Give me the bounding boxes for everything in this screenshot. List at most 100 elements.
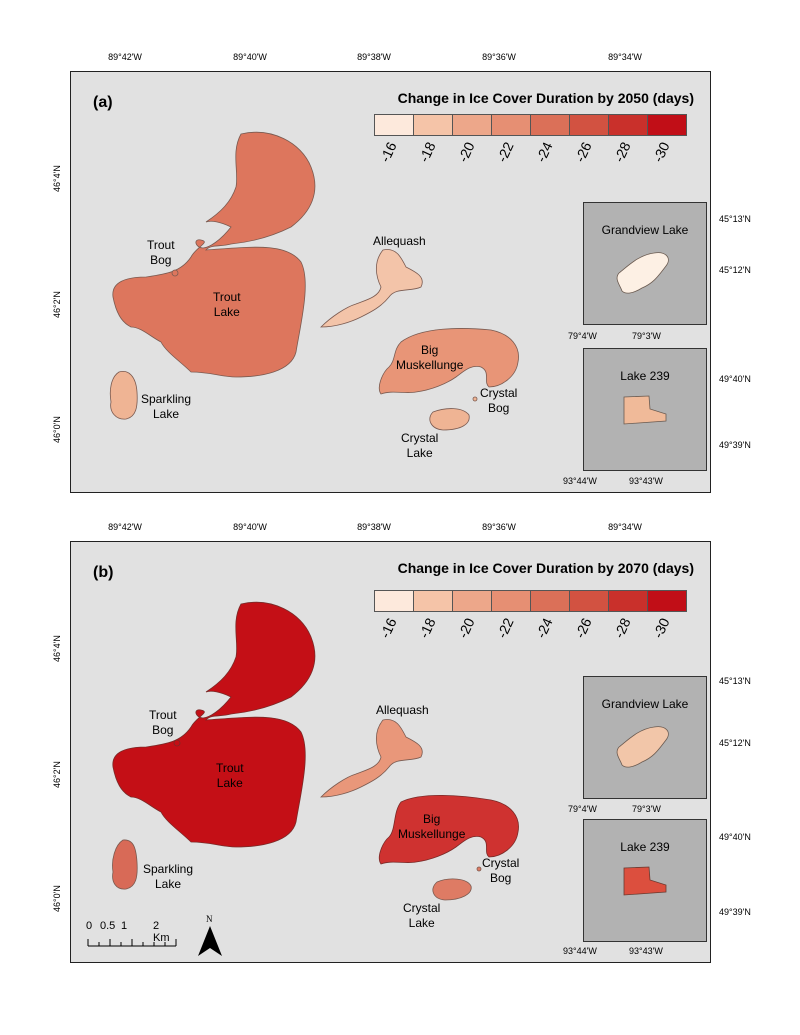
trout-bog-label: Trout Bog xyxy=(147,238,175,267)
inset-x-tick: 93°44'W xyxy=(563,476,597,486)
inset-y-tick: 49°40'N xyxy=(719,374,751,384)
inset-y-tick: 49°39'N xyxy=(719,907,751,917)
legend-swatch xyxy=(375,591,414,611)
allequash-shape xyxy=(320,249,423,328)
trout-lake-label: Trout Lake xyxy=(213,290,241,319)
inset-x-tick: 79°4'W xyxy=(568,804,597,814)
inset-lake239: Lake 239 xyxy=(583,348,707,471)
latitude-label: 46°4'N xyxy=(52,165,62,192)
grandview-lake-shape xyxy=(616,726,669,768)
legend-swatch xyxy=(453,115,492,135)
inset-y-tick: 45°13'N xyxy=(719,214,751,224)
longitude-label: 89°34'W xyxy=(608,522,642,532)
inset-title: Grandview Lake xyxy=(601,697,689,711)
legend-swatch xyxy=(531,591,570,611)
inset-x-tick: 93°44'W xyxy=(563,946,597,956)
longitude-label: 89°36'W xyxy=(482,522,516,532)
crystal-lake-shape xyxy=(432,878,472,901)
latitude-label: 46°2'N xyxy=(52,291,62,318)
lake239-map xyxy=(623,866,667,896)
big-muskellunge-label: Big Muskellunge xyxy=(398,812,466,841)
grandview-map xyxy=(616,252,669,294)
legend-swatch xyxy=(414,115,453,135)
crystal-bog-label: Crystal Bog xyxy=(482,856,520,885)
legend-swatch xyxy=(492,591,531,611)
legend-swatch xyxy=(492,115,531,135)
inset-lake239: Lake 239 xyxy=(583,819,707,942)
latitude-label: 46°4'N xyxy=(52,635,62,662)
inset-y-tick: 45°13'N xyxy=(719,676,751,686)
north-arrow-icon xyxy=(198,926,222,956)
longitude-label: 89°34'W xyxy=(608,52,642,62)
inset-grandview: Grandview Lake xyxy=(583,202,707,325)
color-legend xyxy=(374,590,687,612)
big-muskellunge-shape xyxy=(378,794,519,865)
crystal-bog-label: Crystal Bog xyxy=(480,386,518,415)
inset-title: Grandview Lake xyxy=(601,223,689,237)
big-muskellunge-label: Big Muskellunge xyxy=(396,343,464,372)
inset-y-tick: 45°12'N xyxy=(719,738,751,748)
north-label: N xyxy=(206,914,213,924)
panel-label: (a) xyxy=(93,94,113,111)
lake239-shape xyxy=(623,395,667,425)
scale-label: 0.5 xyxy=(100,920,116,932)
inset-x-tick: 79°4'W xyxy=(568,331,597,341)
legend-swatch xyxy=(609,591,648,611)
color-legend xyxy=(374,114,687,136)
scale-bar-ruler xyxy=(87,939,177,947)
sparkling-lake-label: Sparkling Lake xyxy=(141,392,192,421)
inset-grandview: Grandview Lake xyxy=(583,676,707,799)
lake-map xyxy=(112,601,519,901)
grandview-map xyxy=(616,726,669,768)
inset-title: Lake 239 xyxy=(620,369,670,383)
legend-title: Change in Ice Cover Duration by 2050 (da… xyxy=(397,90,694,106)
inset-x-tick: 93°43'W xyxy=(629,476,663,486)
lake-map xyxy=(109,131,519,431)
trout-bog-label: Trout Bog xyxy=(149,708,177,737)
scale-label: 1 xyxy=(121,920,128,932)
latitude-label: 46°0'N xyxy=(52,416,62,443)
trout-lake-label: Trout Lake xyxy=(216,761,244,790)
trout-bog-shape xyxy=(171,269,179,277)
crystal-bog-shape xyxy=(472,396,478,402)
trout-lake-shape xyxy=(112,601,316,848)
sparkling-lake-shape xyxy=(109,370,138,420)
legend-swatch xyxy=(648,115,686,135)
inset-x-tick: 79°3'W xyxy=(632,804,661,814)
crystal-lake-label: Crystal Lake xyxy=(403,901,441,930)
inset-x-tick: 93°43'W xyxy=(629,946,663,956)
legend-swatch xyxy=(453,591,492,611)
legend-swatch xyxy=(414,591,453,611)
longitude-label: 89°36'W xyxy=(482,52,516,62)
inset-x-tick: 79°3'W xyxy=(632,331,661,341)
longitude-label: 89°38'W xyxy=(357,52,391,62)
map-panel-a: (a) Change in Ice Cover Duration by 2050… xyxy=(70,71,751,493)
crystal-bog-shape xyxy=(476,866,482,872)
inset-y-tick: 49°39'N xyxy=(719,440,751,450)
map-panel-b: (b) Change in Ice Cover Duration by 2070… xyxy=(70,541,751,963)
longitude-label: 89°42'W xyxy=(108,52,142,62)
latitude-label: 46°2'N xyxy=(52,761,62,788)
allequash-label: Allequash xyxy=(376,703,429,717)
longitude-label: 89°40'W xyxy=(233,52,267,62)
allequash-label: Allequash xyxy=(373,234,426,248)
longitude-label: 89°40'W xyxy=(233,522,267,532)
inset-title: Lake 239 xyxy=(620,840,670,854)
crystal-lake-shape xyxy=(429,408,470,431)
scale-label: 0 xyxy=(86,920,93,932)
legend-swatch xyxy=(609,115,648,135)
legend-title: Change in Ice Cover Duration by 2070 (da… xyxy=(397,560,694,576)
legend-swatch xyxy=(570,115,609,135)
legend-swatch xyxy=(648,591,686,611)
legend-swatch xyxy=(531,115,570,135)
inset-y-tick: 45°12'N xyxy=(719,265,751,275)
lake239-map xyxy=(623,395,667,425)
panel-label: (b) xyxy=(93,564,114,581)
longitude-label: 89°38'W xyxy=(357,522,391,532)
sparkling-lake-label: Sparkling Lake xyxy=(143,862,194,891)
trout-bog-shape xyxy=(173,739,181,747)
grandview-lake-shape xyxy=(616,252,669,294)
lake239-shape xyxy=(623,866,667,896)
legend-swatch xyxy=(375,115,414,135)
crystal-lake-label: Crystal Lake xyxy=(401,431,439,460)
